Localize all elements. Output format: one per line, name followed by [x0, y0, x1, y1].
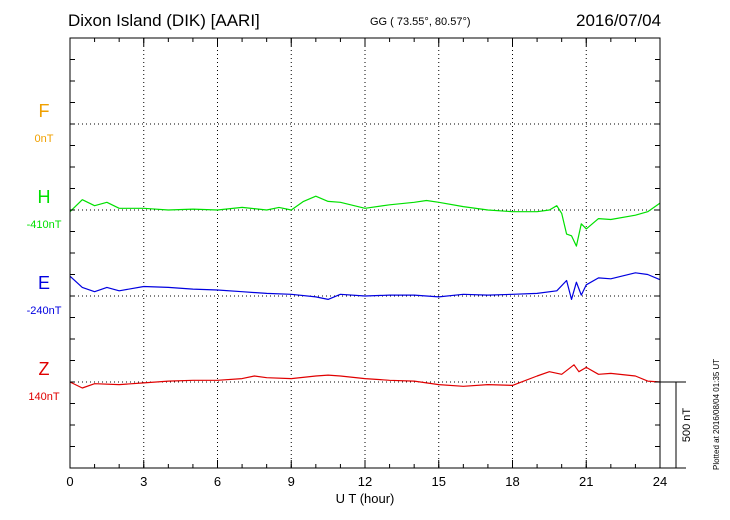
series-name-label: F: [39, 101, 50, 121]
scale-bar-label: 500 nT: [681, 408, 693, 443]
series-offset-label: 140nT: [28, 391, 59, 403]
series-name-label: Z: [39, 359, 50, 379]
series-name-label: E: [38, 273, 50, 293]
series-offset-label: -410nT: [27, 219, 62, 231]
plot-date: 2016/07/04: [576, 11, 662, 30]
scale-bar: 500 nT: [660, 381, 693, 469]
geographic-coordinates: GG ( 73.55°, 80.57°): [370, 16, 471, 28]
axis-ticks: [69, 37, 661, 469]
grid-lines: [70, 38, 660, 468]
x-tick-label: 12: [358, 474, 372, 489]
x-axis-label: U T (hour): [336, 491, 395, 506]
series-line-H: [69, 195, 661, 247]
x-tick-label: 6: [214, 474, 221, 489]
axis-labels: 0 3 6 9 12 15 18 21 24 U T (hour) F 0nT H -410nT E -240…: [27, 101, 668, 506]
x-tick-label: 24: [653, 474, 667, 489]
series-line-E: [69, 272, 661, 300]
x-tick-label: 21: [579, 474, 593, 489]
series-lines: [69, 195, 661, 389]
x-tick-label: 0: [66, 474, 73, 489]
x-tick-label: 15: [432, 474, 446, 489]
station-title: Dixon Island (DIK) [AARI]: [68, 11, 260, 30]
series-offset-label: 0nT: [35, 133, 54, 145]
series-offset-label: -240nT: [27, 305, 62, 317]
x-tick-label: 9: [288, 474, 295, 489]
series-line-Z: [69, 364, 661, 389]
x-tick-label: 18: [505, 474, 519, 489]
x-tick-label: 3: [140, 474, 147, 489]
series-name-label: H: [38, 187, 51, 207]
